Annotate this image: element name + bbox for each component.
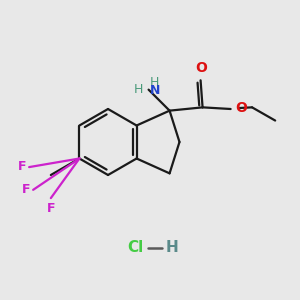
Text: H: H: [166, 241, 179, 256]
Text: O: O: [236, 101, 247, 115]
Text: Cl: Cl: [128, 241, 144, 256]
Text: H: H: [150, 76, 159, 89]
Text: N: N: [150, 84, 160, 97]
Text: F: F: [46, 202, 55, 215]
Text: F: F: [22, 183, 30, 196]
Text: O: O: [196, 61, 208, 75]
Text: H: H: [134, 83, 144, 96]
Text: F: F: [18, 160, 26, 172]
